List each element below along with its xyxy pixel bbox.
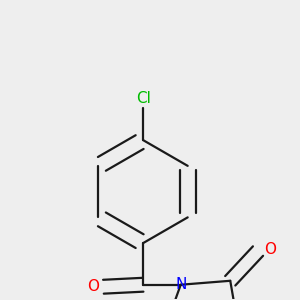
Text: O: O bbox=[88, 279, 100, 294]
Text: O: O bbox=[264, 242, 276, 256]
Text: Cl: Cl bbox=[136, 91, 151, 106]
Text: N: N bbox=[175, 277, 186, 292]
